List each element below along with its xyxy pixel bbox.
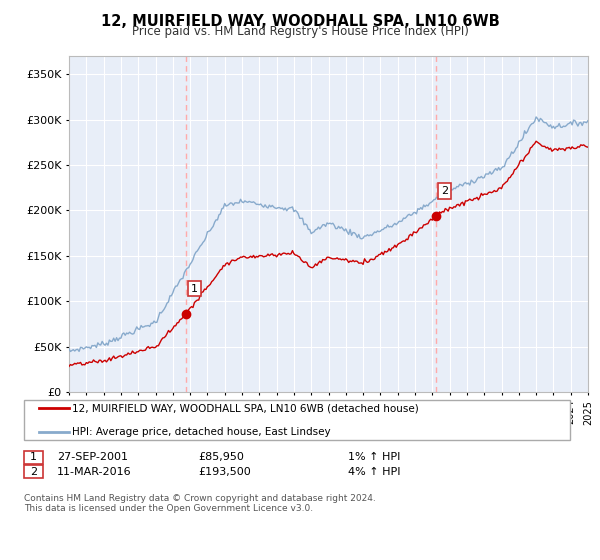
Text: 2: 2 <box>441 186 448 196</box>
Text: 12, MUIRFIELD WAY, WOODHALL SPA, LN10 6WB (detached house): 12, MUIRFIELD WAY, WOODHALL SPA, LN10 6W… <box>72 403 419 413</box>
Text: Contains HM Land Registry data © Crown copyright and database right 2024.
This d: Contains HM Land Registry data © Crown c… <box>24 494 376 514</box>
Text: 4% ↑ HPI: 4% ↑ HPI <box>348 467 401 477</box>
Text: £85,950: £85,950 <box>198 452 244 462</box>
Text: 1% ↑ HPI: 1% ↑ HPI <box>348 452 400 462</box>
Text: £193,500: £193,500 <box>198 467 251 477</box>
Text: 27-SEP-2001: 27-SEP-2001 <box>57 452 128 462</box>
Text: 1: 1 <box>30 452 37 462</box>
Text: 12, MUIRFIELD WAY, WOODHALL SPA, LN10 6WB: 12, MUIRFIELD WAY, WOODHALL SPA, LN10 6W… <box>101 14 499 29</box>
Text: Price paid vs. HM Land Registry's House Price Index (HPI): Price paid vs. HM Land Registry's House … <box>131 25 469 38</box>
Text: 11-MAR-2016: 11-MAR-2016 <box>57 467 131 477</box>
Text: HPI: Average price, detached house, East Lindsey: HPI: Average price, detached house, East… <box>72 427 331 437</box>
Text: 1: 1 <box>191 283 198 293</box>
Text: 2: 2 <box>30 467 37 477</box>
